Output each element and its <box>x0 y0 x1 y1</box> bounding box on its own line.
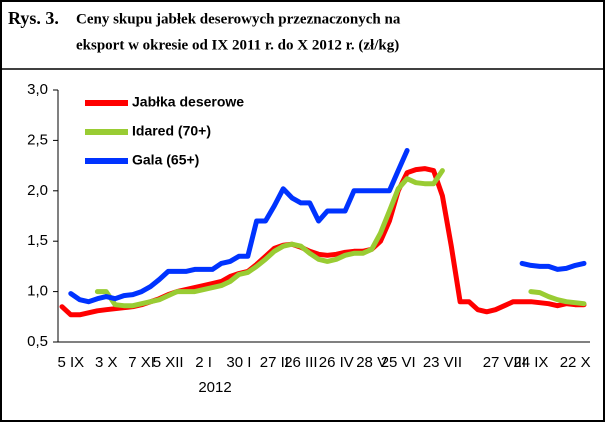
y-tick-label: 2,5 <box>27 131 48 148</box>
legend-label: Gala (65+) <box>132 152 199 168</box>
x-tick-label: 26 III <box>284 354 317 371</box>
x-tick-label: 5 IX <box>58 354 85 371</box>
x-tick-label: 28 V <box>356 354 387 371</box>
x-tick-label: 23 VII <box>423 354 462 371</box>
year-label: 2012 <box>198 379 231 396</box>
x-tick-label: 5 XII <box>153 354 184 371</box>
series-line <box>528 289 587 307</box>
x-tick-label: 24 IX <box>513 354 548 371</box>
x-tick-label: 25 VI <box>381 354 416 371</box>
y-tick-label: 3,0 <box>27 81 48 98</box>
x-tick-label: 3 X <box>95 354 118 371</box>
x-tick-label: 30 I <box>226 354 251 371</box>
series-line <box>94 168 445 309</box>
chart-title: eksport w okresie od IX 2011 r. do X 201… <box>76 37 399 53</box>
x-tick-label: 27 II <box>260 354 289 371</box>
y-tick-label: 0,5 <box>27 333 48 350</box>
y-tick-label: 2,0 <box>27 182 48 199</box>
figure-label: Rys. 3. <box>8 8 59 28</box>
x-tick-label: 22 X <box>560 354 591 371</box>
y-tick-label: 1,5 <box>27 232 48 249</box>
x-tick-label: 7 XI <box>128 354 155 371</box>
legend-label: Idared (70+) <box>132 123 211 139</box>
legend-label: Jabłka deserowe <box>132 94 244 110</box>
y-tick-label: 1,0 <box>27 283 48 300</box>
x-tick-label: 2 I <box>195 354 212 371</box>
series-line <box>68 148 410 305</box>
chart-title: Ceny skupu jabłek deserowych przeznaczon… <box>76 11 401 27</box>
x-tick-label: 26 IV <box>319 354 354 371</box>
x-tick-label: 27 VIII <box>483 354 526 371</box>
series-line <box>519 260 587 272</box>
